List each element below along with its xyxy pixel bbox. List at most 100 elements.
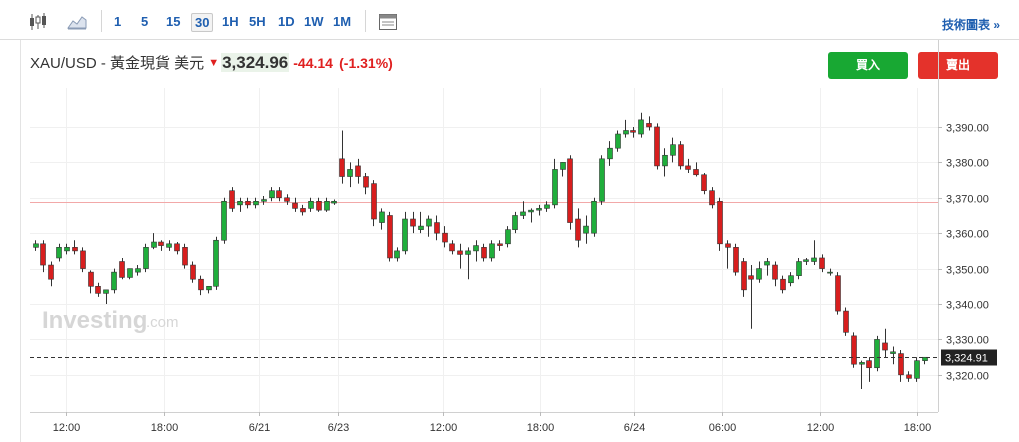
candle-body [748,275,754,280]
instrument-name: XAU/USD - 黃金現貨 美元 [30,55,205,72]
candle-body [536,208,542,211]
candle [213,236,219,290]
candle [701,172,707,195]
candle-body [733,247,739,273]
timeframe-1h[interactable]: 1H [222,14,239,29]
candle [261,196,267,205]
technical-chart-link[interactable]: 技術圖表 » [941,18,1000,32]
timeframe-1w[interactable]: 1W [304,14,324,29]
candle [64,243,70,255]
chart-settings-icon[interactable] [377,12,399,32]
candle-body [213,239,219,287]
candle-body [103,289,109,294]
candle-body [379,211,385,223]
candle-body [819,257,825,269]
y-tick-label: 3,390.00 [946,123,989,135]
timeframe-15[interactable]: 15 [166,14,181,29]
candle-body [253,201,259,206]
candle-body [685,165,691,170]
timeframe-1m[interactable]: 1M [333,14,352,29]
candle [80,247,86,273]
candle [520,201,526,220]
candle-body [882,342,888,351]
candle [300,204,306,216]
candle [371,180,377,227]
watermark-brand: Investing [42,307,147,334]
candle-body [276,190,282,199]
candle [253,197,259,209]
buy-button[interactable]: 買入 [828,52,908,79]
candle [512,211,518,234]
instrument-header: XAU/USD - 黃金現貨 美元 ▼ 3,324.96 -44.14 (-1.31%… [30,52,393,72]
timeframe-5h[interactable]: 5H [249,14,266,29]
timeframe-30[interactable]: 30 [191,13,214,32]
candle [292,197,298,212]
candle-body [803,259,809,262]
y-tick-label: 3,330.00 [946,335,989,347]
candle [56,243,62,262]
x-tick-label: 12:00 [807,422,835,434]
candle-body [347,169,353,177]
candle [324,197,330,212]
candle [575,208,581,248]
area-chart-icon[interactable] [66,12,88,32]
candle [906,371,912,382]
candle-body [835,275,841,312]
candle-body [418,225,424,230]
candle [505,226,511,248]
price-change-percent: (-1.31%) [339,55,393,71]
candle-body [166,243,172,248]
candle [591,197,597,237]
candle-body [190,264,196,280]
candle-body [410,218,416,227]
y-tick-label: 3,360.00 [946,229,989,241]
candle-body [646,123,652,128]
candle [190,261,196,283]
timeframe-1[interactable]: 1 [114,14,122,29]
candle-body [630,130,636,133]
candle [363,172,369,195]
candle-body [33,243,39,248]
candle-body [284,197,290,202]
candle-body [866,360,872,369]
timeframe-5[interactable]: 5 [141,14,149,29]
candle-body [457,250,463,255]
candle-body [292,202,298,209]
timeframe-1d[interactable]: 1D [278,14,295,29]
candle-body [796,261,802,276]
last-price-label-bg [941,349,997,366]
candle-body [174,243,180,252]
candle [623,119,629,138]
candle-body [898,353,904,376]
candle [859,360,865,389]
candle-body [520,211,526,216]
candle-body [725,243,731,248]
candle [442,226,448,248]
sell-button[interactable]: 賣出 [918,52,998,79]
candle [922,356,928,365]
candlestick-type-icon[interactable] [28,12,50,32]
candle [615,130,621,152]
candle-body [914,360,920,379]
last-price-label-text: 3,324.91 [945,353,988,365]
candle [827,268,833,276]
last-price-label: 3,324.91 [941,349,997,366]
candle-body [788,275,794,284]
candle-body [583,225,589,234]
candle [788,272,794,287]
chart-toolbar: 1 5 15 30 1H 5H 1D 1W 1M 技術圖表 » [0,0,1019,40]
candle [198,275,204,296]
candle [748,265,754,329]
candle [410,211,416,234]
candle [276,187,282,202]
candle-body [843,310,849,333]
candle [835,272,841,315]
candle [166,240,172,251]
candle [803,257,809,266]
candle [678,141,684,170]
candle-body [387,215,393,259]
candle [434,215,440,241]
candle-body [638,119,644,135]
candle-body [693,169,699,176]
